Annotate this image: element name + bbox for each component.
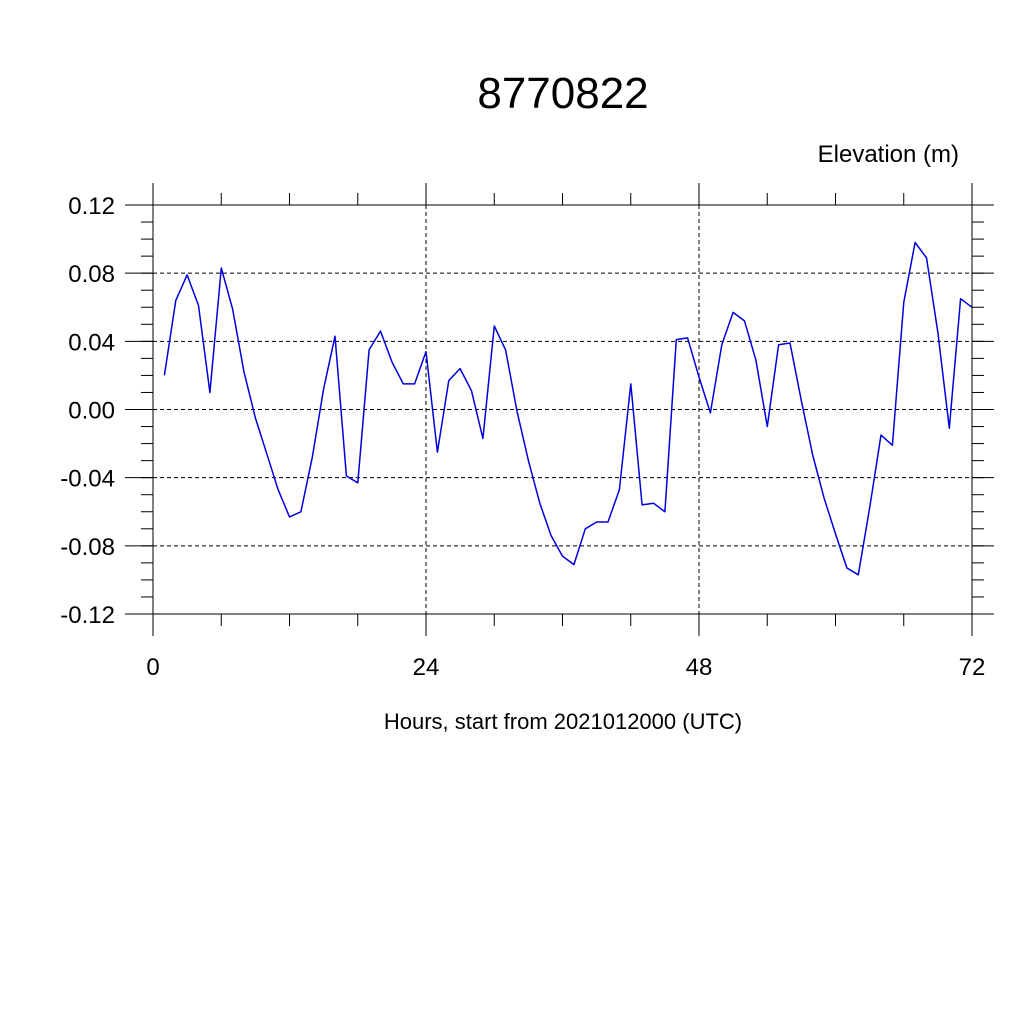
tick-labels: 0.12 0.08 0.04 0.00 -0.04 -0.08 -0.12 0 24 48 72	[60, 193, 985, 681]
x-tick-label: 24	[413, 654, 440, 681]
y-tick-label: -0.08	[60, 534, 115, 561]
elevation-series-line	[163, 241, 973, 576]
axes	[125, 183, 994, 636]
x-tick-label: 0	[146, 654, 159, 681]
grid	[153, 205, 972, 614]
x-tick-label: 48	[686, 654, 713, 681]
x-axis-label: Hours, start from 2021012000 (UTC)	[384, 709, 742, 734]
y-tick-label: 0.04	[68, 329, 115, 356]
y-tick-label: -0.12	[60, 602, 115, 629]
chart-title: 8770822	[477, 69, 648, 118]
y-tick-label: 0.08	[68, 261, 115, 288]
x-tick-label: 72	[959, 654, 986, 681]
y-axis-label: Elevation (m)	[818, 141, 959, 168]
y-tick-label: 0.00	[68, 398, 115, 425]
y-tick-label: -0.04	[60, 466, 115, 493]
series-line-group	[163, 241, 973, 576]
y-tick-label: 0.12	[68, 193, 115, 220]
